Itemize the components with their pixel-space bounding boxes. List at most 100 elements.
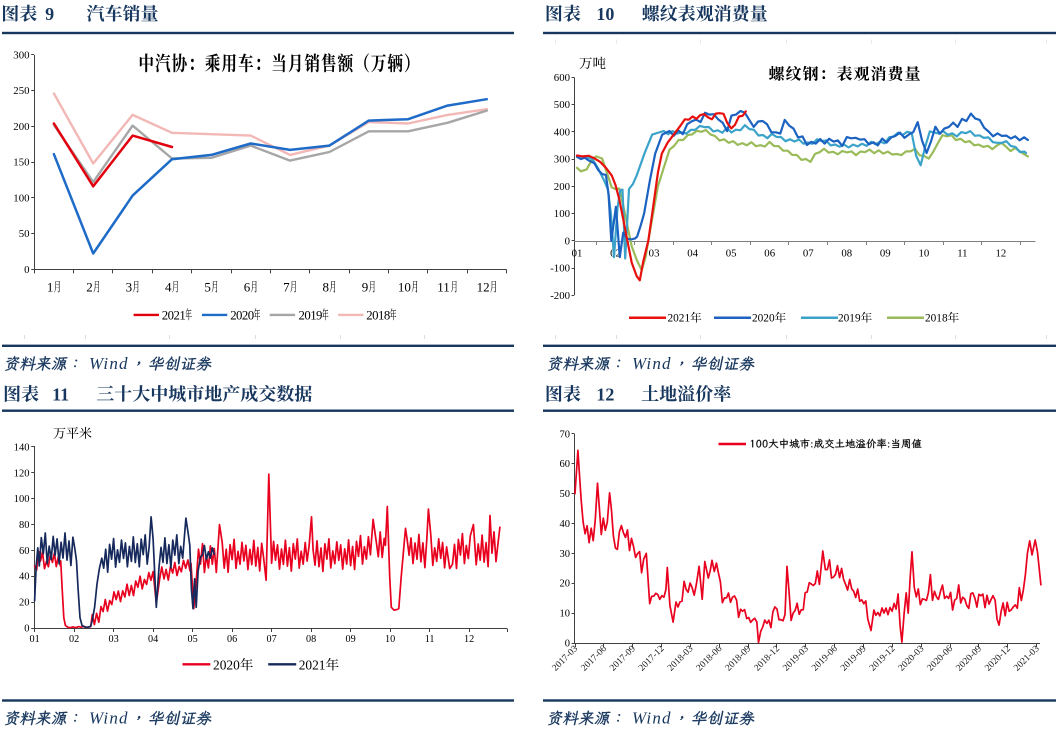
svg-text:2020: 2020 bbox=[230, 308, 254, 322]
svg-text:40: 40 bbox=[19, 572, 30, 583]
svg-text:150: 150 bbox=[13, 157, 29, 169]
svg-text:10: 10 bbox=[398, 280, 411, 295]
svg-text:10: 10 bbox=[596, 4, 614, 24]
svg-text:09: 09 bbox=[346, 634, 356, 645]
svg-text:09: 09 bbox=[880, 248, 891, 260]
svg-text:50: 50 bbox=[560, 489, 571, 500]
svg-text:100: 100 bbox=[13, 192, 29, 204]
svg-text:0: 0 bbox=[565, 638, 570, 649]
svg-text:08: 08 bbox=[306, 634, 316, 645]
svg-text:2018-09: 2018-09 bbox=[724, 644, 754, 674]
svg-text:3: 3 bbox=[126, 280, 132, 295]
svg-text:10: 10 bbox=[560, 609, 571, 620]
svg-text:80: 80 bbox=[19, 520, 30, 531]
svg-text:250: 250 bbox=[13, 85, 29, 97]
svg-text:Wind: Wind bbox=[632, 354, 672, 373]
svg-text:120: 120 bbox=[14, 468, 30, 479]
svg-text:06: 06 bbox=[764, 248, 775, 260]
svg-text:12: 12 bbox=[464, 634, 474, 645]
svg-text:20: 20 bbox=[19, 598, 30, 609]
svg-text:2020-06: 2020-06 bbox=[926, 644, 956, 674]
svg-text:4: 4 bbox=[165, 280, 172, 295]
svg-text:05: 05 bbox=[188, 634, 198, 645]
svg-text:2020-03: 2020-03 bbox=[897, 644, 927, 674]
svg-text:03: 03 bbox=[649, 248, 660, 260]
svg-text:9: 9 bbox=[45, 4, 54, 24]
svg-text:Wind: Wind bbox=[89, 709, 129, 728]
svg-text:2019: 2019 bbox=[299, 308, 323, 322]
svg-text:60: 60 bbox=[19, 546, 30, 557]
svg-text:2018-12: 2018-12 bbox=[753, 644, 783, 674]
svg-text:200: 200 bbox=[554, 181, 570, 193]
svg-text:03: 03 bbox=[109, 634, 119, 645]
svg-text:2018: 2018 bbox=[366, 308, 390, 322]
svg-text:04: 04 bbox=[148, 634, 158, 645]
svg-text:2020: 2020 bbox=[213, 658, 240, 673]
svg-text:Wind: Wind bbox=[632, 709, 672, 728]
svg-text:9: 9 bbox=[362, 280, 369, 295]
svg-text:40: 40 bbox=[560, 519, 571, 530]
svg-text:2017-06: 2017-06 bbox=[580, 644, 610, 674]
svg-text:Wind: Wind bbox=[89, 354, 129, 373]
svg-text:10: 10 bbox=[385, 634, 395, 645]
svg-text:140: 140 bbox=[14, 442, 30, 453]
svg-text:500: 500 bbox=[554, 99, 570, 111]
svg-text:30: 30 bbox=[560, 549, 571, 560]
svg-text:01: 01 bbox=[30, 634, 40, 645]
svg-text:2017-09: 2017-09 bbox=[608, 644, 638, 674]
svg-text:2018-03: 2018-03 bbox=[666, 644, 696, 674]
svg-text:8: 8 bbox=[322, 280, 329, 295]
svg-text:5: 5 bbox=[204, 280, 211, 295]
svg-text:20: 20 bbox=[560, 579, 571, 590]
svg-text:0: 0 bbox=[24, 264, 29, 276]
svg-text:2020-09: 2020-09 bbox=[955, 644, 985, 674]
svg-text:12: 12 bbox=[996, 248, 1007, 260]
svg-text:07: 07 bbox=[803, 248, 814, 260]
svg-text:0: 0 bbox=[565, 235, 570, 247]
svg-text:2019-03: 2019-03 bbox=[781, 644, 811, 674]
svg-text:10: 10 bbox=[918, 248, 929, 260]
svg-text:600: 600 bbox=[554, 72, 570, 84]
svg-text:2018: 2018 bbox=[925, 313, 948, 325]
svg-text:300: 300 bbox=[13, 50, 29, 62]
svg-text:2018-06: 2018-06 bbox=[695, 644, 725, 674]
svg-text:400: 400 bbox=[554, 126, 570, 138]
svg-text:08: 08 bbox=[841, 248, 852, 260]
svg-text:7: 7 bbox=[283, 280, 290, 295]
svg-text:-200: -200 bbox=[550, 290, 570, 302]
svg-text:2017-12: 2017-12 bbox=[637, 644, 667, 674]
svg-text:12: 12 bbox=[596, 384, 614, 404]
svg-text:2: 2 bbox=[86, 280, 93, 295]
svg-text:01: 01 bbox=[572, 248, 583, 260]
svg-text:2021: 2021 bbox=[299, 658, 326, 673]
svg-text:300: 300 bbox=[554, 154, 570, 166]
svg-text:70: 70 bbox=[560, 429, 571, 440]
svg-text:05: 05 bbox=[726, 248, 737, 260]
svg-text:0: 0 bbox=[24, 623, 29, 634]
svg-text:2021: 2021 bbox=[668, 313, 691, 325]
svg-text:11: 11 bbox=[52, 384, 69, 404]
svg-text:02: 02 bbox=[610, 248, 621, 260]
svg-text:1: 1 bbox=[47, 280, 54, 295]
svg-text:6: 6 bbox=[244, 280, 251, 295]
svg-text:2021: 2021 bbox=[162, 308, 186, 322]
svg-text:60: 60 bbox=[560, 459, 571, 470]
svg-text:100: 100 bbox=[14, 494, 30, 505]
svg-text:11: 11 bbox=[437, 280, 450, 295]
svg-text:04: 04 bbox=[687, 248, 698, 260]
svg-text:50: 50 bbox=[19, 228, 30, 240]
svg-text:2019-12: 2019-12 bbox=[868, 644, 898, 674]
svg-text:2021-03: 2021-03 bbox=[1012, 644, 1042, 674]
svg-text:2019-09: 2019-09 bbox=[839, 644, 869, 674]
svg-text:11: 11 bbox=[957, 248, 967, 260]
svg-text:200: 200 bbox=[13, 121, 29, 133]
svg-text:11: 11 bbox=[425, 634, 435, 645]
svg-text:100: 100 bbox=[554, 208, 570, 220]
svg-text:2020: 2020 bbox=[752, 313, 775, 325]
svg-text:12: 12 bbox=[477, 280, 490, 295]
svg-text:2020-12: 2020-12 bbox=[983, 644, 1013, 674]
svg-text:2019: 2019 bbox=[838, 313, 861, 325]
svg-text:02: 02 bbox=[69, 634, 79, 645]
svg-text:-100: -100 bbox=[550, 263, 570, 275]
svg-text:07: 07 bbox=[267, 634, 277, 645]
